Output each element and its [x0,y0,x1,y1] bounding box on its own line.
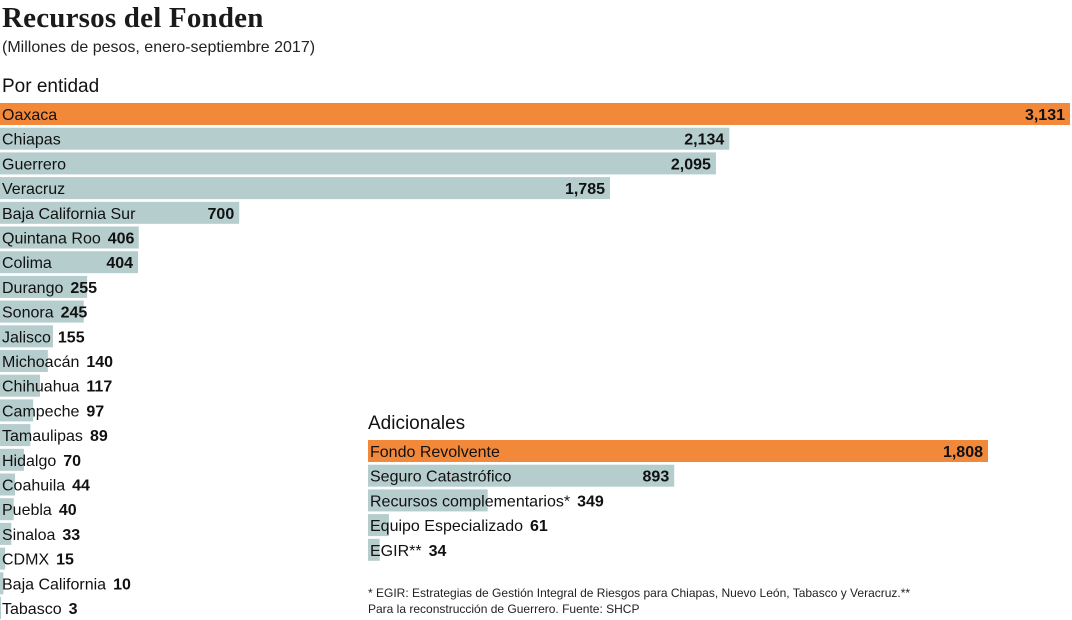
bar-0-13 [0,424,31,447]
bar-label-0-13: Tamaulipas [2,428,83,445]
bar-0-4 [0,201,240,224]
bar-0-17 [0,522,12,545]
bar-label-1-4: EGIR** [370,543,422,560]
section-title-adicionales: Adicionales [368,413,466,434]
bar-value-0-10: 140 [86,354,113,371]
bar-label-0-3: Veracruz [2,181,65,198]
bar-value-0-3: 1,785 [565,181,605,198]
bar-label-1-3: Equipo Especializado [370,518,523,535]
bar-label-0-12: Campeche [2,403,79,420]
bar-0-3 [0,177,611,200]
bar-label-0-14: Hidalgo [2,453,56,470]
bar-label-0-15: Coahuila [2,478,65,495]
bar-label-0-6: Colima [2,255,52,272]
bar-value-0-0: 3,131 [1025,107,1065,124]
bar-0-10 [0,350,48,372]
bar-1-1 [368,464,675,487]
bar-value-0-20: 3 [69,601,78,618]
bar-value-0-16: 40 [59,502,77,519]
bar-0-5 [0,226,139,249]
bar-value-0-6: 404 [106,255,133,272]
footnote: * EGIR: Estrategias de Gestión Integral … [368,585,1068,617]
bar-label-0-0: Oaxaca [2,107,57,124]
bar-value-0-4: 700 [208,206,235,223]
bar-label-0-8: Sonora [2,305,54,322]
bar-value-0-5: 406 [108,231,135,248]
bar-1-2 [368,489,488,512]
bar-0-19 [0,572,4,595]
section-title-por-entidad: Por entidad [2,76,100,97]
bar-label-0-18: CDMX [2,552,49,569]
bar-value-0-14: 70 [63,453,81,470]
bar-1-3 [368,514,389,537]
bar-value-0-7: 255 [70,280,97,297]
footnote-line-1: * EGIR: Estrategias de Gestión Integral … [368,586,911,600]
footnote-line-2: Para la reconstrucción de Guerrero. Fuen… [368,602,640,616]
bar-value-0-8: 245 [61,305,88,322]
bar-0-15 [0,473,16,496]
bar-0-12 [0,399,34,422]
chart-subtitle: (Millones de pesos, enero-septiembre 201… [2,39,316,56]
bar-label-0-16: Puebla [2,502,52,519]
bar-value-0-1: 2,134 [684,132,724,149]
bar-0-6 [0,251,139,274]
bar-0-2 [0,152,716,175]
bar-0-20 [0,597,2,619]
bar-label-0-19: Baja California [2,576,106,593]
bar-value-0-12: 97 [86,403,104,420]
bar-0-14 [0,448,24,471]
bar-label-1-1: Seguro Catastrófico [370,469,512,486]
bar-value-1-1: 893 [643,469,670,486]
bar-value-0-19: 10 [113,576,131,593]
bar-0-8 [0,300,84,323]
bar-label-0-17: Sinaloa [2,527,55,544]
bar-value-0-15: 44 [72,478,90,495]
bar-value-0-18: 15 [56,552,74,569]
bar-value-1-4: 34 [429,543,447,560]
bar-value-0-17: 33 [62,527,80,544]
bar-1-4 [368,538,380,561]
bar-0-0 [0,103,1070,125]
bar-value-0-2: 2,095 [671,156,711,173]
bar-0-1 [0,127,730,150]
bar-label-0-4: Baja California Sur [2,206,136,223]
bar-value-1-3: 61 [530,518,548,535]
bar-value-1-2: 349 [577,493,604,510]
bar-1-0 [368,440,988,462]
bar-value-1-0: 1,808 [943,444,983,461]
bar-label-0-2: Guerrero [2,156,66,173]
bar-label-0-1: Chiapas [2,132,61,149]
bar-label-0-20: Tabasco [2,601,62,618]
bar-0-11 [0,374,40,397]
bar-0-16 [0,498,14,521]
bar-value-0-9: 155 [58,329,85,346]
bar-0-7 [0,275,88,298]
bar-label-0-10: Michoacán [2,354,79,371]
chart-title: Recursos del Fonden [2,2,264,34]
bar-label-0-7: Durango [2,280,63,297]
bar-label-0-5: Quintana Roo [2,231,101,248]
bar-0-18 [0,547,6,570]
bar-label-1-2: Recursos complementarios* [370,493,570,510]
bar-0-9 [0,325,53,348]
bar-label-1-0: Fondo Revolvente [370,444,500,461]
bar-label-0-9: Jalisco [2,329,51,346]
bar-value-0-13: 89 [90,428,108,445]
bar-value-0-11: 117 [86,379,112,396]
bar-label-0-11: Chihuahua [2,379,80,396]
